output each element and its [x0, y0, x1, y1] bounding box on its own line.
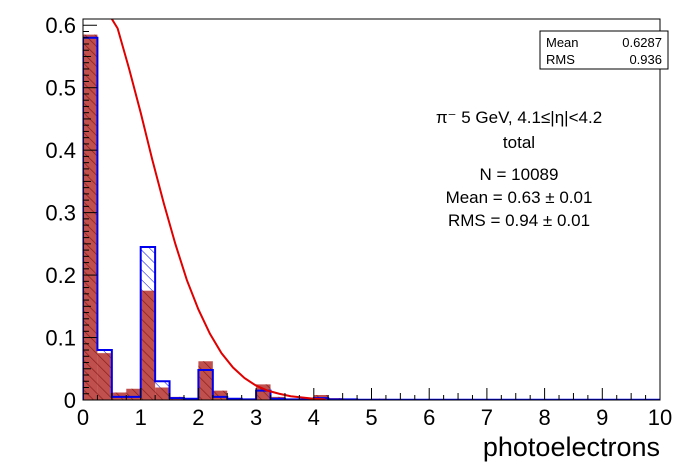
x-tick-label: 2 — [192, 405, 204, 430]
annotation-rms: RMS = 0.94 ± 0.01 — [448, 211, 590, 230]
x-tick-label: 10 — [648, 405, 672, 430]
y-tick-label: 0.4 — [45, 138, 76, 163]
fit-curve-layer — [110, 19, 326, 400]
outline-excess-bar — [140, 246, 156, 291]
x-tick-label: 6 — [423, 405, 435, 430]
hatched-bar — [198, 361, 213, 400]
x-tick-label: 9 — [596, 405, 608, 430]
x-tick-label: 5 — [365, 405, 377, 430]
plot-background — [83, 19, 660, 400]
x-axis-title: photoelectrons — [483, 432, 660, 462]
hatched-bar — [140, 290, 156, 400]
stats-mean-label: Mean — [546, 35, 579, 50]
y-tick-label: 0.1 — [45, 326, 76, 351]
outline-excess-bar — [97, 350, 112, 354]
fit-curve — [110, 19, 326, 400]
stats-rms-label: RMS — [546, 52, 575, 67]
hatched-bar — [155, 387, 170, 400]
filled-histogram — [83, 34, 660, 400]
x-axis: 0 1 2 3 4 5 6 7 8 9 10 — [77, 388, 672, 430]
annotation-title: π⁻ 5 GeV, 4.1≤|η|<4.2 — [436, 108, 602, 127]
annotation-subtitle: total — [503, 133, 535, 152]
annotation-mean: Mean = 0.63 ± 0.01 — [446, 188, 593, 207]
x-tick-label: 8 — [538, 405, 550, 430]
y-tick-label: 0.3 — [45, 201, 76, 226]
x-tick-label: 4 — [308, 405, 320, 430]
hatched-bar — [126, 388, 141, 400]
outline-excess-bar — [155, 381, 170, 388]
hatched-bar — [83, 34, 98, 400]
y-tick-label: 0 — [64, 388, 76, 413]
y-tick-label: 0.6 — [45, 13, 76, 38]
hatched-bar — [97, 353, 112, 400]
x-tick-label: 7 — [481, 405, 493, 430]
y-axis: 0 0.1 0.2 0.3 0.4 0.5 0.6 — [45, 13, 97, 413]
x-tick-label: 0 — [77, 405, 89, 430]
annotation-entries: N = 10089 — [480, 165, 559, 184]
x-tick-label: 1 — [135, 405, 147, 430]
hatched-bar — [212, 390, 228, 400]
hatched-bar — [256, 384, 271, 400]
stats-rms-value: 0.936 — [629, 52, 662, 67]
stats-mean-value: 0.6287 — [622, 35, 662, 50]
y-tick-label: 0.5 — [45, 76, 76, 101]
annotation: π⁻ 5 GeV, 4.1≤|η|<4.2 total N = 10089 Me… — [436, 108, 602, 230]
y-tick-label: 0.2 — [45, 263, 76, 288]
x-tick-label: 3 — [250, 405, 262, 430]
stats-box: Mean 0.6287 RMS 0.936 — [539, 30, 669, 70]
